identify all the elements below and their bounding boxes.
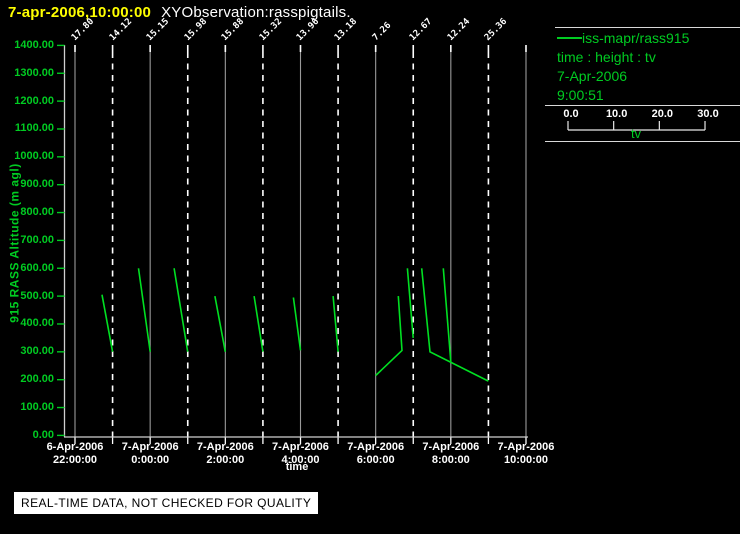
legend-date: 7-Apr-2006: [557, 68, 628, 84]
y-tick-label: 200.00: [20, 373, 54, 386]
x-tick-date: 7-Apr-2006: [121, 441, 179, 453]
tv-axis-label: tv: [630, 126, 642, 141]
pigtail-trace: [253, 295, 264, 352]
legend-series-label: iss-mapr/rass915: [582, 30, 690, 46]
x-tick-time: 10:00:00: [503, 454, 548, 466]
y-tick-label: 1400.00: [14, 38, 54, 51]
y-tick-label: 500.00: [20, 289, 54, 302]
y-tick-label: 1000.00: [14, 150, 54, 163]
x-tick-date: 7-Apr-2006: [347, 441, 405, 453]
y-tick-label: 600.00: [20, 261, 54, 274]
legend-bottom-divider: [545, 141, 740, 142]
y-tick-label: 1100.00: [14, 122, 54, 135]
x-tick-time: 4:00:00: [281, 454, 320, 466]
y-tick-label: 1200.00: [14, 94, 54, 107]
page-title: XYObservation:rasspigtails.: [161, 4, 351, 21]
pigtail-trace: [101, 294, 114, 352]
legend-top-divider: [555, 27, 740, 28]
pigtail-trace: [406, 268, 414, 338]
title-bar: 7-apr-2006,10:00:00 XYObservation:rasspig…: [8, 4, 351, 21]
quality-banner: REAL-TIME DATA, NOT CHECKED FOR QUALITY: [14, 492, 319, 514]
x-tick-time: 2:00:00: [206, 454, 245, 466]
legend-time: 9:00:51: [557, 87, 604, 103]
x-tick-date: 6-Apr-2006: [46, 441, 104, 453]
y-tick-label: 400.00: [20, 317, 54, 330]
y-tick-label: 800.00: [20, 206, 54, 219]
x-axis-title: time: [285, 461, 309, 473]
legend-mid-divider: [545, 105, 740, 106]
x-tick-time: 22:00:00: [52, 454, 98, 466]
x-tick-date: 7-Apr-2006: [422, 441, 480, 453]
pigtail-trace: [292, 297, 302, 351]
tv-scale-bracket: [567, 121, 706, 131]
tv-scale-tick-label: 0.0: [563, 108, 579, 120]
tv-scale-tick-label: 30.0: [697, 108, 719, 120]
x-tick-date: 7-Apr-2006: [196, 441, 254, 453]
pigtail-trace: [173, 268, 189, 352]
y-tick-label: 100.00: [20, 401, 54, 414]
x-tick-date: 7-Apr-2006: [497, 441, 555, 453]
x-tick-date: 7-Apr-2006: [272, 441, 329, 453]
legend-series-row: iss-mapr/rass915: [557, 30, 689, 46]
pigtail-trace: [214, 295, 227, 352]
title-timestamp: 7-apr-2006,10:00:00: [8, 4, 152, 21]
y-tick-label: 0.00: [32, 428, 54, 441]
pigtail-trace: [332, 296, 339, 352]
series-line-icon: [557, 37, 582, 39]
pigtail-trace: [137, 268, 151, 352]
pigtail-trace: [442, 268, 452, 362]
y-tick-label: 900.00: [20, 178, 54, 191]
x-tick-time: 6:00:00: [356, 454, 395, 466]
y-tick-label: 700.00: [20, 233, 54, 246]
x-tick-time: 0:00:00: [131, 454, 170, 466]
pigtail-trace: [375, 296, 403, 377]
tv-scale-tick-label: 20.0: [651, 108, 674, 120]
y-axis-title: 915 RASS Altitude (m agl): [7, 163, 22, 323]
legend-panel: iss-mapr/rass915 time : height : tv 7-Ap…: [545, 26, 740, 146]
tv-scale-tick-label: 10.0: [605, 108, 628, 120]
legend-mapping-label: time : height : tv: [557, 49, 656, 65]
x-tick-time: 8:00:00: [431, 454, 470, 466]
y-tick-label: 1300.00: [14, 66, 54, 79]
pigtail-trace: [420, 268, 489, 382]
y-tick-label: 300.00: [20, 345, 54, 358]
